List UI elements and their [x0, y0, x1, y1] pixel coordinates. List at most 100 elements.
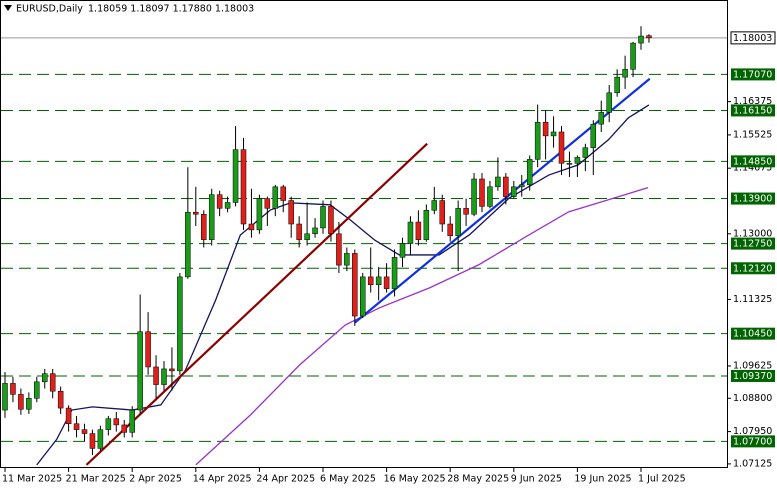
y-tick-label: 1.13000	[733, 228, 772, 239]
y-tick-label: 1.14675	[733, 163, 772, 174]
candle-body	[137, 331, 143, 411]
candle-body	[280, 186, 286, 201]
level-label: 1.17070	[733, 69, 772, 80]
bid-label: 1.18003	[733, 33, 772, 44]
candle-body	[201, 213, 207, 240]
candle-body	[479, 178, 485, 207]
candle-body	[121, 424, 127, 433]
candle-body	[399, 243, 406, 258]
candle-body	[487, 186, 493, 207]
candle-body	[646, 35, 652, 39]
level-label: 1.12750	[733, 239, 772, 250]
candle-body	[622, 69, 628, 78]
level-label: 1.10450	[733, 329, 772, 340]
candle-body	[304, 233, 310, 240]
plot	[1, 26, 727, 466]
candle-body	[185, 212, 191, 278]
candle-body	[439, 200, 445, 225]
y-tick-label: 1.08800	[733, 393, 772, 404]
candle-body	[97, 429, 104, 449]
candle-body	[550, 131, 557, 137]
y-tick-label: 1.07950	[733, 426, 772, 437]
candle-body	[153, 366, 159, 385]
x-tick-label: 9 Jun 2025	[511, 474, 562, 485]
candle-body	[288, 200, 294, 225]
candle-body	[232, 149, 239, 203]
level-label-box	[731, 369, 775, 382]
y-tick-label: 1.11325	[733, 294, 772, 305]
candle-body	[177, 276, 183, 372]
x-tick-label: 1 Jul 2025	[638, 474, 686, 485]
level-label: 1.09370	[733, 371, 772, 382]
x-tick-label: 2 Apr 2025	[129, 474, 182, 485]
candle-body	[113, 418, 120, 426]
y-tick-label: 1.15525	[733, 129, 772, 140]
candle-body	[431, 200, 438, 211]
level-label: 1.13900	[733, 194, 772, 205]
candle-body	[193, 212, 199, 215]
chart-subtitle: 1.18059 1.18097 1.17880 1.18003	[88, 4, 254, 15]
candle-body	[57, 390, 64, 409]
candle-body	[2, 383, 8, 411]
candle-body	[73, 423, 80, 430]
candle-body	[296, 223, 302, 240]
candle-body	[566, 163, 573, 165]
candle-body	[208, 194, 215, 240]
candle-body	[534, 121, 541, 160]
x-tick-label: 11 Mar 2025	[2, 474, 62, 485]
candle-body	[18, 394, 24, 410]
candle-body	[248, 223, 255, 231]
x-tick-label: 21 Mar 2025	[66, 474, 126, 485]
x-tick-label: 14 Apr 2025	[193, 474, 252, 485]
candle-body	[638, 35, 644, 44]
candle-body	[336, 233, 342, 266]
candle-body	[89, 433, 96, 449]
chart-title: EURUSD,Daily	[16, 4, 83, 15]
x-tick-label: 16 May 2025	[384, 474, 446, 485]
candle-body	[240, 149, 247, 225]
indicator-line	[85, 142, 428, 466]
candle-body	[375, 276, 382, 285]
candle-body	[415, 221, 422, 240]
candle-body	[81, 429, 88, 434]
candle-body	[590, 123, 597, 148]
candle-body	[391, 257, 398, 289]
candle-body	[407, 221, 414, 244]
candle-body	[145, 331, 151, 368]
level-label-box	[731, 155, 775, 168]
candle-body	[10, 383, 16, 395]
candle-body	[49, 373, 56, 392]
candle-body	[574, 157, 581, 164]
y-tick-label: 1.16375	[733, 96, 772, 107]
indicator-line	[195, 186, 649, 466]
candle-body	[216, 194, 223, 209]
plot-frame	[0, 0, 728, 468]
candle-body	[447, 223, 453, 237]
candle-body	[26, 398, 32, 410]
candle-body	[360, 276, 366, 317]
level-label: 1.12120	[733, 263, 772, 274]
candle-body	[511, 186, 517, 197]
y-tick-label: 1.09625	[733, 360, 772, 371]
candle-body	[65, 407, 72, 424]
x-tick-label: 19 Jun 2025	[574, 474, 631, 485]
candle-body	[582, 147, 589, 158]
candle-body	[129, 409, 135, 433]
candle-body	[352, 253, 358, 317]
candle-body	[542, 121, 549, 137]
candle-body	[272, 186, 279, 209]
candle-body	[328, 206, 334, 235]
candle-body	[105, 418, 112, 430]
y-tick-label: 1.07125	[733, 458, 772, 469]
candle-body	[42, 373, 48, 383]
candle-body	[519, 184, 525, 188]
candle-body	[224, 202, 231, 209]
candle-body	[455, 208, 461, 237]
candle-body	[463, 208, 469, 215]
bid-label-box	[730, 31, 776, 45]
candle-body	[344, 253, 350, 266]
candle-body	[503, 176, 509, 197]
indicator-line	[36, 104, 650, 466]
level-label: 1.16150	[733, 105, 772, 116]
